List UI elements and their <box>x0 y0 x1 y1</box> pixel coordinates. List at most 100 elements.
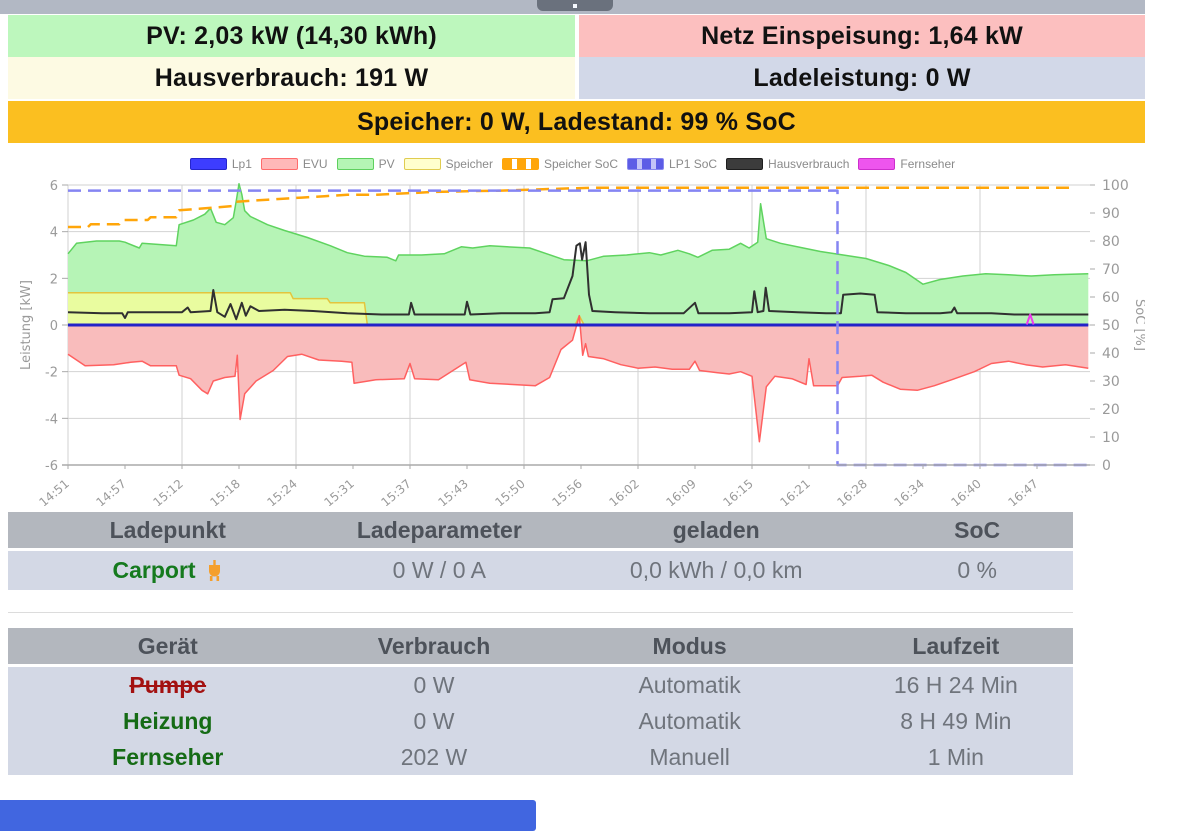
nav-menu-button[interactable] <box>537 0 613 11</box>
svg-text:70: 70 <box>1102 262 1120 278</box>
svg-text:0: 0 <box>1102 458 1111 474</box>
device-mode[interactable]: Automatik <box>540 703 839 739</box>
device-consumption: 0 W <box>327 703 541 739</box>
svg-text:16:21: 16:21 <box>777 477 812 506</box>
device-consumption: 202 W <box>327 739 541 775</box>
svg-text:100: 100 <box>1102 178 1129 194</box>
legend-item-pv: PV <box>336 157 395 171</box>
col-ladepunkt: Ladepunkt <box>8 512 328 551</box>
svg-text:16:34: 16:34 <box>891 477 926 506</box>
svg-text:14:51: 14:51 <box>36 477 71 506</box>
banner-row-1: PV: 2,03 kW (14,30 kWh) Netz Einspeisung… <box>8 15 1145 57</box>
chargepoint-row-carport: Carport 0 W / 0 A 0,0 kWh / 0,0 km 0 % <box>8 551 1073 590</box>
svg-text:90: 90 <box>1102 206 1120 222</box>
legend-item-hausverbrauch: Hausverbrauch <box>726 157 849 171</box>
svg-text:6: 6 <box>50 179 58 194</box>
col-ladeparameter: Ladeparameter <box>327 512 552 551</box>
legend-label: Lp1 <box>231 157 252 171</box>
legend-label: Speicher SoC <box>543 157 619 171</box>
legend-swatch <box>627 158 665 170</box>
legend-label: Hausverbrauch <box>768 157 850 171</box>
col-soc: SoC <box>881 512 1073 551</box>
device-row-heizung: Heizung 0 W Automatik 8 H 49 Min <box>8 703 1073 739</box>
legend-label: PV <box>378 157 395 171</box>
svg-text:30: 30 <box>1102 374 1120 390</box>
chargepoint-name-cell[interactable]: Carport <box>8 551 328 590</box>
chargepoint-soc: 0 % <box>881 551 1073 590</box>
legend-swatch <box>336 158 374 170</box>
legend-item-evu: EVU <box>260 157 328 171</box>
legend-item-fernseher: Fernseher <box>858 157 955 171</box>
col-verbrauch: Verbrauch <box>327 628 541 667</box>
col-modus: Modus <box>540 628 839 667</box>
chargepoint-table: Ladepunkt Ladeparameter geladen SoC Carp… <box>8 512 1073 590</box>
svg-text:-6: -6 <box>45 459 58 474</box>
device-name[interactable]: Heizung <box>123 707 213 734</box>
svg-text:15:50: 15:50 <box>492 477 527 506</box>
device-runtime: 16 H 24 Min <box>838 667 1073 703</box>
section-divider <box>8 612 1073 613</box>
svg-text:15:43: 15:43 <box>435 477 470 506</box>
svg-text:60: 60 <box>1102 290 1120 306</box>
grid-feed-banner: Netz Einspeisung: 1,64 kW <box>579 15 1145 57</box>
svg-text:SoC [%]: SoC [%] <box>1132 299 1145 351</box>
svg-text:15:24: 15:24 <box>264 477 299 506</box>
legend-swatch <box>260 158 298 170</box>
svg-text:50: 50 <box>1102 318 1120 334</box>
svg-text:-2: -2 <box>45 366 58 381</box>
legend-swatch <box>189 158 227 170</box>
chargepoint-header-row: Ladepunkt Ladeparameter geladen SoC <box>8 512 1073 551</box>
device-runtime: 1 Min <box>838 739 1073 775</box>
device-mode[interactable]: Manuell <box>540 739 839 775</box>
device-consumption: 0 W <box>327 667 541 703</box>
svg-text:15:12: 15:12 <box>150 477 185 506</box>
svg-text:15:18: 15:18 <box>207 477 242 506</box>
legend-swatch <box>858 158 896 170</box>
legend-label: LP1 SoC <box>669 157 718 171</box>
device-header-row: Gerät Verbrauch Modus Laufzeit <box>8 628 1073 667</box>
nav-menu-icon <box>573 4 577 8</box>
svg-text:16:15: 16:15 <box>720 477 755 506</box>
svg-text:0: 0 <box>50 319 58 334</box>
device-name[interactable]: Fernseher <box>112 743 224 770</box>
pv-banner: PV: 2,03 kW (14,30 kWh) <box>8 15 575 57</box>
svg-text:16:47: 16:47 <box>1005 477 1040 506</box>
svg-text:2: 2 <box>50 272 58 287</box>
legend-swatch <box>726 158 764 170</box>
device-name[interactable]: Pumpe <box>129 671 207 698</box>
charge-power-banner: Ladeleistung: 0 W <box>579 57 1145 99</box>
plug-icon <box>208 560 220 581</box>
footer-button-partial[interactable] <box>0 800 536 831</box>
svg-text:16:28: 16:28 <box>834 477 869 506</box>
svg-text:16:02: 16:02 <box>606 477 641 506</box>
svg-text:16:40: 16:40 <box>948 477 983 506</box>
col-geladen: geladen <box>551 512 882 551</box>
chargepoint-charged: 0,0 kWh / 0,0 km <box>551 551 882 590</box>
banner-row-2: Hausverbrauch: 191 W Ladeleistung: 0 W <box>8 57 1145 99</box>
svg-text:14:57: 14:57 <box>93 477 128 506</box>
svg-text:16:09: 16:09 <box>663 477 698 506</box>
legend-label: Fernseher <box>900 157 956 171</box>
svg-text:20: 20 <box>1102 402 1120 418</box>
device-runtime: 8 H 49 Min <box>838 703 1073 739</box>
chargepoint-params: 0 W / 0 A <box>327 551 552 590</box>
device-mode[interactable]: Automatik <box>540 667 839 703</box>
legend-swatch <box>403 158 441 170</box>
svg-text:40: 40 <box>1102 346 1120 362</box>
svg-text:-4: -4 <box>45 412 58 427</box>
legend-item-lp1: Lp1 <box>189 157 252 171</box>
device-row-fernseher: Fernseher 202 W Manuell 1 Min <box>8 739 1073 775</box>
svg-text:Leistung [kW]: Leistung [kW] <box>19 280 34 370</box>
legend-item-speicher-soc: Speicher SoC <box>501 157 619 171</box>
svg-text:15:56: 15:56 <box>549 477 584 506</box>
legend-item-lp1-soc: LP1 SoC <box>627 157 717 171</box>
device-row-pumpe: Pumpe 0 W Automatik 16 H 24 Min <box>8 667 1073 703</box>
svg-text:15:31: 15:31 <box>321 477 356 506</box>
col-geraet: Gerät <box>8 628 328 667</box>
svg-text:80: 80 <box>1102 234 1120 250</box>
chargepoint-name[interactable]: Carport <box>112 557 196 583</box>
legend-label: Speicher <box>445 157 493 171</box>
legend-label: EVU <box>302 157 328 171</box>
house-consumption-banner: Hausverbrauch: 191 W <box>8 57 575 99</box>
